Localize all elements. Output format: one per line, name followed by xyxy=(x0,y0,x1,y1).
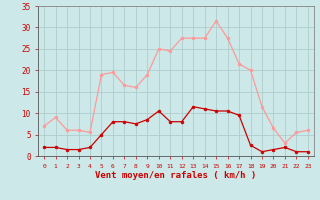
X-axis label: Vent moyen/en rafales ( km/h ): Vent moyen/en rafales ( km/h ) xyxy=(95,171,257,180)
